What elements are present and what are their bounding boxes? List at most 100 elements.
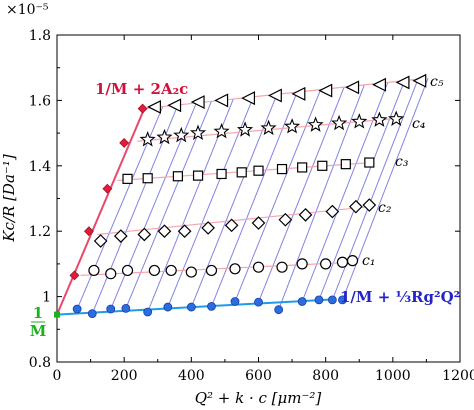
marker-circle <box>346 255 359 267</box>
marker-square <box>364 157 375 168</box>
marker-star <box>173 126 190 143</box>
marker-diamond <box>298 208 313 222</box>
marker-star <box>156 128 173 145</box>
marker-triangle <box>214 93 229 108</box>
red-formula-annotation: 1/M + 2A₂c <box>95 80 188 98</box>
q-fit-line <box>56 298 336 316</box>
marker-diamond <box>177 224 192 239</box>
marker-star <box>283 118 301 134</box>
guide-line <box>211 91 298 307</box>
marker-square <box>297 162 308 173</box>
marker-blue-circle <box>254 297 263 307</box>
marker-star <box>189 124 207 141</box>
marker-circle <box>165 264 177 277</box>
y-tick-label: 1.2 <box>29 224 51 240</box>
y-tick-label: 0.8 <box>29 355 51 371</box>
marker-square <box>142 173 153 184</box>
marker-circle <box>105 268 117 280</box>
marker-diamond <box>224 218 239 233</box>
intercept-label-den: M <box>30 322 47 340</box>
x-tick-label: 600 <box>245 368 272 384</box>
x-tick-label: 200 <box>111 368 138 384</box>
marker-star <box>351 113 368 129</box>
marker-blue-circle <box>274 305 284 315</box>
marker-triangle <box>318 83 333 98</box>
x-tick-label: 1000 <box>375 368 411 384</box>
marker-blue-circle <box>87 309 97 319</box>
marker-diamond <box>113 229 128 243</box>
marker-star <box>388 110 405 126</box>
marker-red-diamond <box>119 137 130 148</box>
marker-blue-circle <box>314 295 324 305</box>
marker-star <box>139 131 156 147</box>
y-tick-label: 1.4 <box>29 159 51 175</box>
marker-square <box>216 168 227 180</box>
marker-diamond <box>278 212 293 227</box>
guide-line <box>258 86 345 303</box>
marker-triangle <box>291 86 306 101</box>
marker-diamond <box>201 221 215 235</box>
marker-diamond <box>349 199 363 214</box>
y-tick-label: 1.8 <box>29 28 51 44</box>
series-label-c3: c₃ <box>395 154 409 170</box>
marker-blue-circle <box>207 302 216 311</box>
marker-circle <box>121 264 134 277</box>
marker-circle <box>252 261 265 273</box>
y-exponent-label: ×10⁻⁵ <box>6 2 49 18</box>
marker-circle <box>205 264 218 277</box>
marker-red-diamond <box>102 183 113 194</box>
marker-circle <box>229 263 241 275</box>
marker-triangle <box>147 99 161 114</box>
series-label-c4: c₄ <box>412 116 426 132</box>
marker-blue-circle <box>143 307 153 317</box>
marker-blue-circle <box>327 295 337 305</box>
marker-blue-circle <box>297 297 307 306</box>
marker-diamond <box>362 198 377 212</box>
marker-circle <box>336 256 349 268</box>
guide-line <box>341 77 429 301</box>
blue-formula-annotation: 1/M + ⅓Rg²Q² <box>340 288 460 306</box>
marker-circle <box>276 261 288 273</box>
marker-square <box>340 159 351 170</box>
marker-square <box>317 160 328 171</box>
concentration-fit-line <box>56 108 146 315</box>
marker-diamond <box>157 224 172 239</box>
marker-red-diamond <box>137 103 148 114</box>
marker-square <box>122 173 133 184</box>
marker-star <box>260 119 277 136</box>
marker-star <box>330 114 348 131</box>
data-markers <box>69 73 427 319</box>
marker-square <box>192 170 204 181</box>
x-tick-label: 1200 <box>442 368 474 384</box>
intercept-label: 1 M <box>30 304 47 340</box>
marker-circle <box>296 258 308 270</box>
x-tick-label: 0 <box>53 368 62 384</box>
marker-triangle <box>241 91 256 106</box>
marker-blue-circle <box>338 295 347 305</box>
y-tick-label: 1 <box>42 290 51 306</box>
marker-blue-circle <box>121 303 131 313</box>
x-axis-label: Q² + k · c [μm⁻²] <box>195 389 322 407</box>
y-axis-label: Kc/R [Da⁻¹] <box>0 154 18 242</box>
marker-square <box>253 165 264 176</box>
x-tick-label: 800 <box>312 368 339 384</box>
marker-diamond <box>137 227 152 242</box>
axis-ticks: 0 200 400 600 800 1000 1200 0.8 1 1.2 1.4 1.6 1.8 <box>29 28 474 384</box>
marker-red-diamond <box>69 270 80 281</box>
marker-star <box>213 122 230 139</box>
marker-diamond <box>93 234 108 248</box>
marker-star <box>236 121 254 137</box>
marker-circle <box>185 266 197 278</box>
marker-diamond <box>325 204 340 219</box>
series-label-c5: c₅ <box>430 74 444 90</box>
marker-circle <box>88 264 100 277</box>
intercept-label-num: 1 <box>33 304 43 322</box>
marker-blue-circle <box>106 304 116 314</box>
guide-line <box>234 89 322 302</box>
series-label-c2: c₂ <box>378 200 392 216</box>
marker-star <box>307 116 324 132</box>
marker-circle <box>320 258 332 270</box>
marker-square <box>236 167 247 178</box>
marker-square <box>276 163 288 175</box>
